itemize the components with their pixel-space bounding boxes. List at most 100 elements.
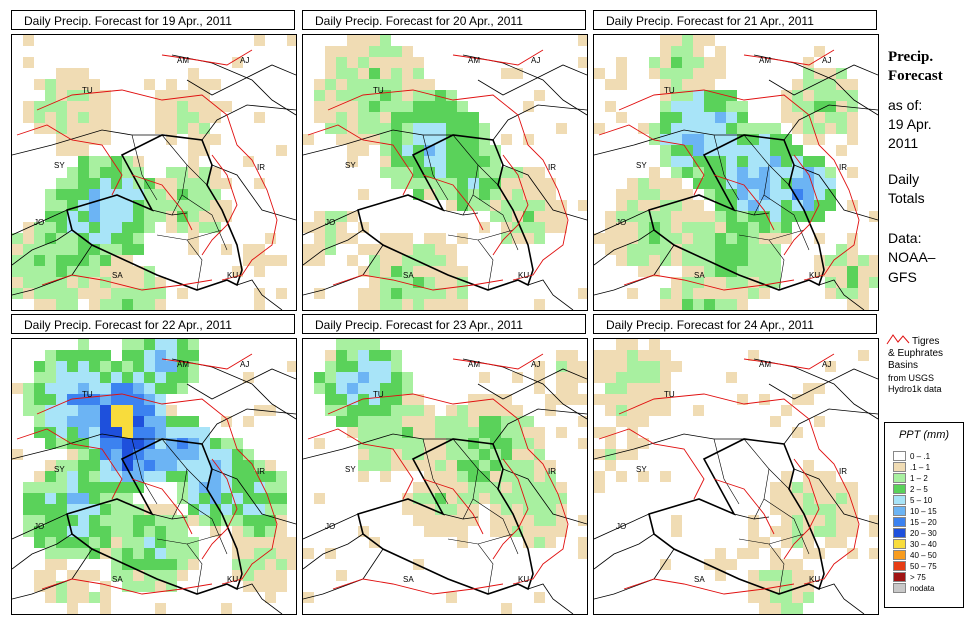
precip-cell <box>133 383 144 394</box>
precip-cell <box>325 244 336 255</box>
precip-cell <box>133 394 144 405</box>
precip-cell <box>369 244 380 255</box>
precip-cell <box>369 35 380 46</box>
precip-cell <box>446 526 457 537</box>
precip-cell <box>133 570 144 581</box>
precip-cell <box>67 603 78 614</box>
precip-cell <box>111 570 122 581</box>
province-boundaries <box>713 438 810 595</box>
precip-cell <box>314 288 325 299</box>
precip-cell <box>166 559 177 570</box>
precip-cell <box>144 405 155 416</box>
precip-cell <box>814 482 825 493</box>
country-label-jo: JO <box>325 522 335 531</box>
precip-cell <box>671 299 682 310</box>
precip-cell <box>671 515 682 526</box>
precip-cell <box>243 570 254 581</box>
precip-cell <box>78 570 89 581</box>
precip-cell <box>627 178 638 189</box>
precip-cell <box>770 178 781 189</box>
precip-cell <box>402 90 413 101</box>
precip-cell <box>210 471 221 482</box>
precip-cell <box>155 112 166 123</box>
country-label-ir: IR <box>839 467 847 476</box>
precip-cell <box>446 592 457 603</box>
basin-line <box>492 458 529 560</box>
precip-cell <box>155 515 166 526</box>
precip-cell <box>468 504 479 515</box>
precip-cell <box>435 90 446 101</box>
precip-cell <box>402 255 413 266</box>
precip-cell <box>490 515 501 526</box>
precip-cell <box>45 559 56 570</box>
precip-cell <box>122 233 133 244</box>
precip-cell <box>56 482 67 493</box>
precip-cell <box>111 211 122 222</box>
border-line <box>527 583 574 614</box>
precip-cell <box>100 123 111 134</box>
border-line <box>818 583 865 614</box>
precip-cell <box>144 288 155 299</box>
province-line <box>161 134 188 216</box>
precip-cell <box>89 167 100 178</box>
precip-cell <box>78 145 89 156</box>
precip-cell <box>254 244 265 255</box>
precip-cell <box>89 288 100 299</box>
precip-cell <box>325 222 336 233</box>
precip-cell <box>243 559 254 570</box>
precip-cell <box>781 471 792 482</box>
country-label-sy: SY <box>54 465 65 474</box>
precip-cell <box>199 79 210 90</box>
precip-cell <box>693 123 704 134</box>
precip-cell <box>627 372 638 383</box>
precip-cell <box>825 504 836 515</box>
precip-cell <box>737 178 748 189</box>
basin-line <box>327 393 569 585</box>
precip-cell <box>232 559 243 570</box>
precip-cell <box>347 79 358 90</box>
precip-cell <box>402 123 413 134</box>
precip-cell <box>67 570 78 581</box>
precip-cell <box>847 504 858 515</box>
precip-cell <box>67 68 78 79</box>
precip-cell <box>468 493 479 504</box>
precip-cell <box>836 277 847 288</box>
precip-cell <box>770 156 781 167</box>
precip-cell <box>177 493 188 504</box>
precip-cell <box>468 405 479 416</box>
ppt-legend: PPT (mm) 0 – .1 .1 – 1 1 – 2 2 – 5 5 – 1… <box>884 422 964 608</box>
precip-cell <box>534 537 545 548</box>
precip-cell <box>89 570 100 581</box>
precip-cell <box>45 416 56 427</box>
precip-cell <box>556 394 567 405</box>
precip-cell <box>144 277 155 288</box>
country-label-tu: TU <box>82 390 93 399</box>
precip-cell <box>424 167 435 178</box>
precip-cell <box>358 372 369 383</box>
precip-cell <box>693 222 704 233</box>
province-line <box>768 543 785 595</box>
precip-cell <box>56 515 67 526</box>
precip-cell <box>111 361 122 372</box>
precip-cell <box>78 548 89 559</box>
precip-cell <box>67 277 78 288</box>
precip-cell <box>314 255 325 266</box>
precip-cell <box>781 537 792 548</box>
precip-cell <box>122 537 133 548</box>
precip-cell <box>144 383 155 394</box>
precip-cell <box>748 592 759 603</box>
precip-cell <box>89 526 100 537</box>
precip-cell <box>501 460 512 471</box>
legend-label: 10 – 15 <box>910 507 937 516</box>
precip-cell <box>391 123 402 134</box>
precip-cell <box>836 68 847 79</box>
precip-cell <box>347 339 358 350</box>
precip-cell <box>781 570 792 581</box>
precip-cell <box>792 90 803 101</box>
precip-cell <box>100 112 111 123</box>
precip-cell <box>155 299 166 310</box>
precip-cell <box>23 482 34 493</box>
precip-cell <box>254 178 265 189</box>
precip-cell <box>177 427 188 438</box>
precip-cell <box>512 233 523 244</box>
